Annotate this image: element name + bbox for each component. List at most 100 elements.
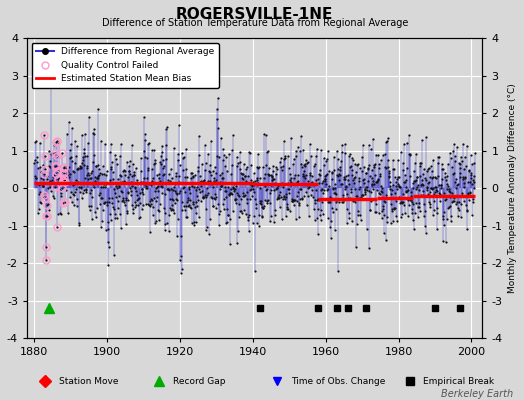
Point (323, 187, 331, 193)
Point (173, 216, 182, 223)
Point (413, 204, 422, 210)
Point (58, 184, 67, 191)
Point (439, 213, 447, 220)
Point (42, 213, 51, 220)
Point (225, 151, 233, 157)
Point (106, 166, 115, 172)
Point (215, 154, 223, 160)
Point (203, 192, 211, 199)
Point (436, 193, 445, 200)
Point (375, 165, 383, 172)
Point (467, 170, 475, 176)
Point (328, 169, 336, 176)
Point (322, 172, 330, 178)
Point (69, 190, 77, 197)
Point (449, 147, 457, 154)
Point (359, 176, 368, 182)
Point (270, 180, 279, 186)
Point (40, 153, 49, 160)
Point (234, 192, 243, 198)
Point (276, 194, 285, 200)
Point (256, 184, 264, 191)
Point (274, 183, 282, 190)
Point (174, 157, 182, 163)
Point (425, 199, 433, 205)
Point (78, 194, 86, 201)
Point (287, 134, 296, 141)
Point (460, 166, 468, 172)
Point (66, 194, 74, 200)
Point (298, 164, 307, 170)
Point (44, 180, 52, 186)
Point (267, 181, 275, 188)
Point (377, 182, 386, 189)
Point (408, 210, 417, 217)
Point (92, 163, 100, 169)
Point (102, 172, 110, 178)
Point (229, 184, 237, 190)
Point (330, 184, 339, 191)
Point (192, 186, 200, 193)
Point (305, 184, 313, 190)
Point (353, 161, 361, 168)
Point (100, 200, 108, 206)
Point (155, 217, 163, 223)
Point (222, 188, 231, 195)
Point (379, 202, 387, 209)
Point (152, 184, 161, 190)
Point (370, 172, 379, 178)
Point (452, 200, 460, 207)
Point (335, 171, 343, 177)
Point (208, 194, 216, 201)
Point (211, 196, 219, 202)
Point (439, 238, 447, 244)
Point (365, 142, 373, 148)
Point (310, 182, 319, 189)
Point (278, 167, 287, 173)
Point (311, 160, 319, 167)
Point (417, 192, 425, 198)
Point (324, 148, 332, 154)
Point (332, 191, 341, 197)
Point (173, 232, 181, 239)
Point (430, 198, 439, 204)
Point (217, 170, 226, 176)
Point (278, 183, 287, 190)
Point (270, 181, 279, 187)
Point (125, 162, 133, 169)
Point (348, 154, 357, 161)
Point (67, 189, 75, 195)
Point (33, 180, 41, 186)
Point (128, 173, 136, 179)
Point (135, 215, 144, 221)
Point (120, 166, 128, 173)
Point (405, 202, 413, 208)
Point (220, 205, 228, 212)
Point (150, 195, 158, 201)
Point (100, 200, 108, 206)
Point (31, 175, 40, 181)
Point (428, 175, 436, 182)
Point (61, 179, 69, 185)
Point (276, 204, 284, 210)
Point (234, 228, 242, 234)
Point (267, 212, 276, 219)
Point (50, 153, 58, 160)
Point (94, 165, 103, 172)
Point (286, 171, 294, 178)
Point (107, 195, 116, 201)
Point (305, 213, 313, 220)
Point (347, 186, 355, 192)
Point (458, 174, 467, 180)
Point (56, 181, 64, 188)
Point (344, 172, 352, 178)
Point (134, 202, 142, 208)
Point (238, 210, 246, 216)
Point (399, 179, 408, 186)
Point (159, 165, 167, 171)
Point (377, 188, 386, 195)
Point (361, 190, 369, 197)
Point (377, 188, 385, 194)
Point (329, 209, 337, 215)
Point (312, 186, 321, 193)
